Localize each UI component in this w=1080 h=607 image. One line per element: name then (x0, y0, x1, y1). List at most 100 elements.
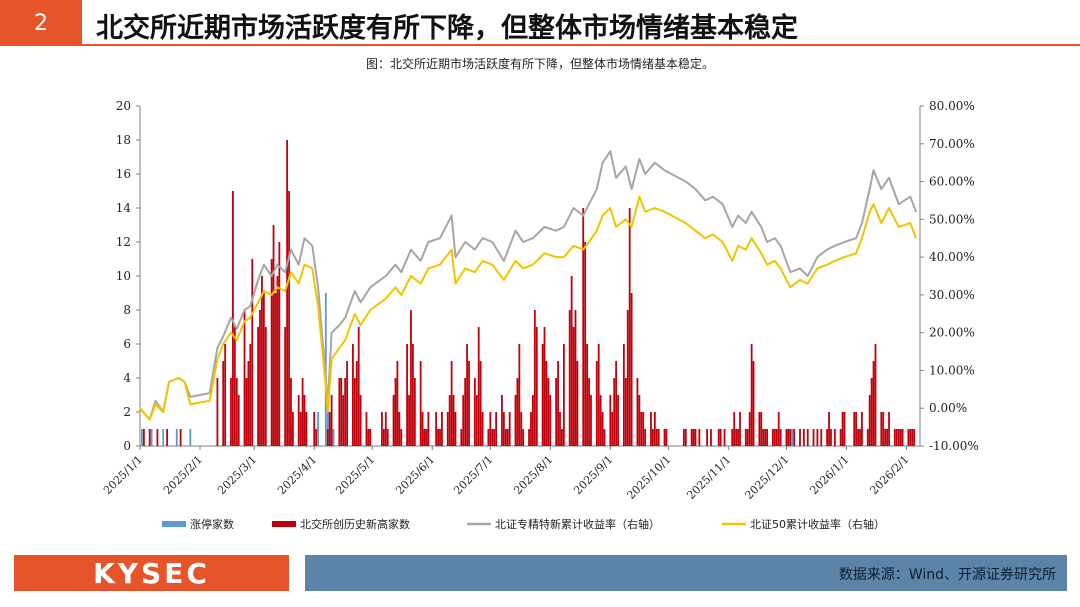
bar-new-high (859, 429, 861, 446)
bar-new-high (270, 259, 273, 446)
bar-new-high (760, 412, 763, 446)
bar-new-high (843, 412, 846, 446)
bar-new-high (644, 429, 647, 446)
chart-bars (141, 140, 916, 446)
legend-label: 北证50累计收益率（右轴） (750, 517, 885, 531)
bar-new-high (543, 327, 546, 446)
bar-new-high (789, 429, 792, 446)
bar-new-high (448, 395, 451, 446)
x-tick-label: 2025/2/1 (161, 453, 205, 497)
bar-new-high (855, 412, 858, 446)
bar-new-high (439, 429, 441, 446)
bar-new-high (557, 361, 559, 446)
bar-new-high (802, 429, 805, 446)
line-zjtx-return (139, 150, 918, 421)
bar-new-high (665, 429, 668, 446)
bar-new-high (305, 412, 308, 446)
x-tick-label: 2025/8/1 (511, 453, 555, 497)
bar-limit-up (141, 429, 143, 446)
bar-new-high (502, 412, 505, 446)
bar-new-high (744, 429, 747, 446)
bar-new-high (739, 412, 741, 446)
x-tick-label: 2026/1/1 (807, 453, 851, 497)
bar-new-high (522, 429, 525, 446)
bar-new-high (895, 429, 898, 446)
right-tick-label: 70.00% (929, 137, 975, 151)
bar-new-high (830, 429, 832, 446)
bar-new-high (628, 208, 631, 446)
bar-new-high (777, 412, 780, 446)
bar-new-high (642, 412, 645, 446)
bar-new-high (386, 429, 389, 446)
legend-label: 北证专精特新累计收益率（右轴） (495, 517, 660, 531)
bar-new-high (264, 327, 267, 446)
bar-new-high (262, 293, 265, 446)
bar-new-high (475, 395, 478, 446)
bar-new-high (698, 429, 701, 446)
bar-new-high (657, 429, 660, 446)
section-number-badge: 2 (0, 0, 82, 46)
bar-new-high (888, 412, 890, 446)
bar-new-high (427, 412, 430, 446)
left-tick-label: 6 (123, 337, 131, 351)
bar-new-high (559, 412, 561, 446)
data-source: 数据来源：Wind、开源证券研究所 (838, 567, 1056, 583)
bar-new-high (735, 429, 738, 446)
bar-new-high (462, 395, 465, 446)
bar-new-high (406, 344, 408, 446)
bar-new-high (570, 276, 573, 446)
right-tick-label: 80.00% (929, 99, 975, 113)
x-tick-label: 2025/10/1 (624, 453, 673, 502)
left-tick-label: 10 (116, 269, 131, 283)
bar-new-high (495, 412, 498, 446)
bar-new-high (549, 395, 552, 446)
bar-limit-up (317, 412, 319, 446)
bar-new-high (773, 429, 776, 446)
bar-new-high (535, 327, 538, 446)
bar-new-high (423, 429, 426, 446)
bar-new-high (514, 395, 517, 446)
bar-limit-up (150, 429, 153, 446)
bar-new-high (344, 378, 347, 446)
bar-new-high (179, 429, 182, 446)
bar-limit-up (189, 429, 192, 446)
bar-new-high (365, 412, 368, 446)
bar-new-high (425, 429, 428, 446)
bar-new-high (290, 378, 292, 446)
header-divider (0, 44, 1080, 46)
bar-new-high (392, 395, 395, 446)
bar-new-high (833, 429, 836, 446)
bar-new-high (611, 412, 614, 446)
bar-new-high (609, 395, 612, 446)
bar-new-high (352, 344, 354, 446)
bar-new-high (692, 429, 695, 446)
bar-new-high (731, 429, 734, 446)
bar-new-high (394, 378, 397, 446)
bar-new-high (481, 412, 484, 446)
x-tick-label: 2025/11/1 (684, 453, 733, 502)
bar-new-high (601, 412, 604, 446)
bar-new-high (568, 310, 571, 446)
bar-new-high (622, 344, 625, 446)
bar-new-high (247, 361, 250, 446)
bar-new-high (828, 412, 830, 446)
bar-new-high (251, 259, 254, 446)
section-header: 2 北交所近期市场活跃度有所下降，但整体市场情绪基本稳定 (0, 0, 1080, 46)
bar-new-high (555, 378, 558, 446)
company-logo: KYSEC (93, 556, 210, 590)
bar-new-high (884, 429, 887, 446)
right-tick-label: -10.00% (929, 439, 979, 453)
bar-new-high (748, 412, 751, 446)
right-tick-label: 0.00% (929, 401, 967, 415)
bar-new-high (897, 429, 900, 446)
left-tick-label: 2 (123, 405, 131, 419)
bar-new-high (907, 429, 910, 446)
right-tick-label: 10.00% (929, 363, 975, 377)
x-tick-label: 2025/9/1 (571, 453, 615, 497)
bar-new-high (156, 429, 159, 446)
chart-axes (136, 105, 924, 450)
bar-new-high (723, 429, 726, 446)
bar-new-high (245, 378, 248, 446)
bar-new-high (384, 412, 387, 446)
bar-new-high (861, 412, 863, 446)
